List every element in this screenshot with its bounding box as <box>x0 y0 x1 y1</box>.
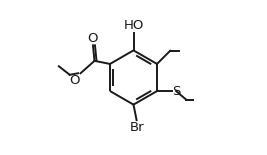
Text: O: O <box>88 32 98 45</box>
Text: HO: HO <box>123 19 144 32</box>
Text: S: S <box>172 85 180 97</box>
Text: O: O <box>69 74 79 87</box>
Text: Br: Br <box>129 121 144 134</box>
